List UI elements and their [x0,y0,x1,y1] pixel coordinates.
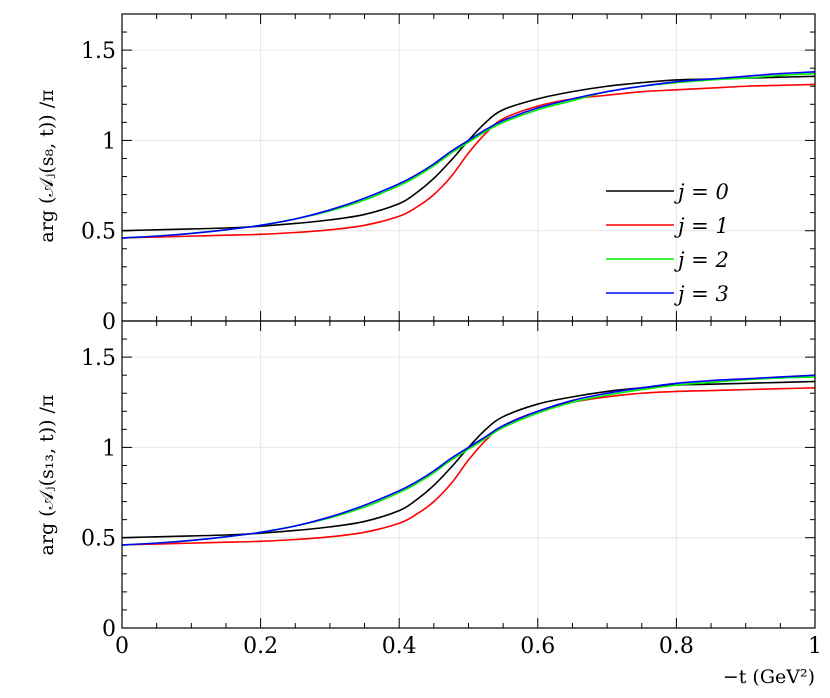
top-series-j1-line [122,83,815,239]
bottom-x-tick-label: 1 [808,634,822,659]
top-series-group [122,70,815,239]
top-y-tick-label: 1 [102,129,116,154]
bottom-x-tick-label: 0.8 [659,634,694,659]
bottom-plot-frame [121,320,816,629]
legend-label-j0: j = 0 [674,180,729,204]
top-y-tick-label: 0.5 [81,220,116,245]
bottom-series-group [122,374,815,546]
top-panel: arg (𝒜ⱼ(s₈, t)) /π 00.511.5j = 0j = 1j =… [36,13,816,335]
top-plot-frame [121,13,816,322]
bottom-series-j1-line [122,387,815,546]
bottom-grid [122,321,815,628]
bottom-panel: arg (𝒜ⱼ(s₁₃, t)) /π −t (GeV²) 0 0.5 1 1.5 0 0… [36,320,822,688]
bottom-x-tick-label: 0.2 [243,634,278,659]
bottom-series-j3-line [122,374,815,546]
legend: j = 0 j = 1 j = 2 j = 3 [606,180,729,306]
top-y-tick-label: 1.5 [81,39,116,64]
bottom-y-tick-label: 1.5 [81,346,116,371]
bottom-x-tick-label: 0.4 [382,634,417,659]
bottom-y-tick-label: 1 [102,436,116,461]
legend-label-j1: j = 1 [674,214,729,238]
top-y-axis-label: arg (𝒜ⱼ(s₈, t)) /π [36,89,58,242]
bottom-ticks [122,321,815,628]
legend-label-j3: j = 3 [674,282,729,306]
top-y-tick-label: 0 [102,310,116,335]
x-axis-label: −t (GeV²) [723,666,815,688]
top-series-j3-line [122,70,815,239]
bottom-x-tick-label: 0.6 [520,634,555,659]
bottom-y-tick-label: 0 [102,617,116,642]
bottom-x-tick-label: 0 [115,634,129,659]
bottom-y-tick-label: 0.5 [81,527,116,552]
top-grid [122,14,815,321]
top-ticks [122,14,815,321]
legend-label-j2: j = 2 [674,248,729,272]
bottom-y-axis-label: arg (𝒜ⱼ(s₁₃, t)) /π [36,395,58,556]
